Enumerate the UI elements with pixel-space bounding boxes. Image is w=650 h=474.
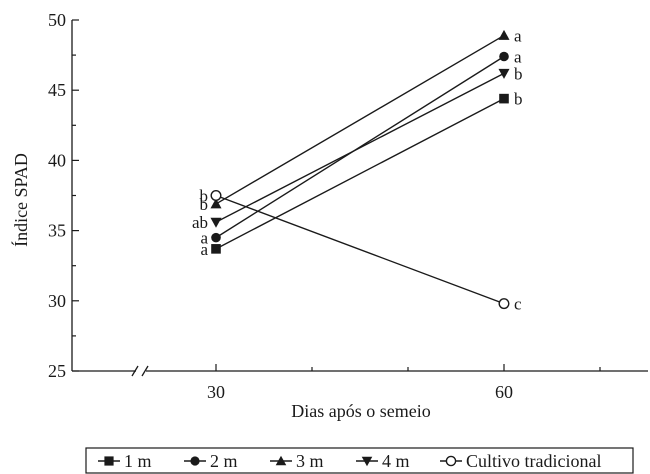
y-tick-label: 25 — [48, 361, 66, 381]
legend-item: 4 m — [356, 451, 410, 471]
y-tick-label: 40 — [48, 150, 66, 170]
series-line — [215, 98, 505, 250]
data-point — [211, 232, 221, 243]
data-point — [498, 29, 510, 40]
legend-marker — [104, 456, 114, 466]
legend-item: 1 m — [98, 451, 152, 471]
significance-label: a — [514, 48, 522, 67]
series-line — [215, 194, 505, 305]
y-tick-label: 45 — [48, 80, 66, 100]
data-point — [210, 189, 222, 201]
y-tick-label: 50 — [48, 10, 66, 30]
significance-label: a — [200, 240, 208, 259]
series-line — [215, 34, 505, 205]
x-axis-label: Dias após o semeio — [291, 401, 430, 421]
x-tick-label: 30 — [207, 382, 225, 402]
y-axis-label: Índice SPAD — [10, 153, 31, 247]
legend-label: 4 m — [382, 451, 410, 471]
x-tick-label: 60 — [495, 382, 513, 402]
series-markers — [210, 29, 510, 310]
significance-label: b — [514, 90, 523, 109]
data-point — [499, 51, 509, 62]
legend-item: Cultivo tradicional — [440, 451, 601, 471]
axis-break-mark — [131, 365, 139, 377]
legend-item: 3 m — [270, 451, 324, 471]
legend-label: Cultivo tradicional — [466, 451, 601, 471]
legend-marker — [190, 456, 200, 466]
legend-marker — [445, 455, 457, 467]
significance-label: b — [200, 195, 209, 214]
axis-break-mark — [141, 365, 149, 377]
legend-marker — [275, 455, 287, 466]
significance-label: b — [200, 187, 209, 206]
axes — [71, 20, 648, 377]
significance-label: a — [514, 26, 522, 45]
significance-label: b — [514, 64, 523, 83]
legend: 1 m 2 m 3 m 4 m Cultivo tradicional — [85, 447, 634, 474]
y-tick-label: 30 — [48, 291, 66, 311]
significance-label: a — [200, 229, 208, 248]
legend-label: 2 m — [210, 451, 238, 471]
data-point — [211, 244, 221, 254]
significance-label: ab — [192, 213, 208, 232]
legend-label: 3 m — [296, 451, 324, 471]
data-point — [498, 298, 510, 310]
data-point — [210, 198, 222, 209]
significance-label: c — [514, 295, 522, 314]
legend-label: 1 m — [124, 451, 152, 471]
legend-marker — [361, 456, 373, 467]
series-line — [215, 72, 505, 223]
series-lines — [215, 34, 505, 305]
data-point — [499, 93, 509, 104]
legend-item: 2 m — [184, 451, 238, 471]
data-point — [498, 68, 510, 79]
data-point — [210, 217, 222, 228]
y-tick-label: 35 — [48, 221, 66, 241]
tick-marks: 25 30 35 40 45 50 30 60 — [48, 10, 601, 402]
